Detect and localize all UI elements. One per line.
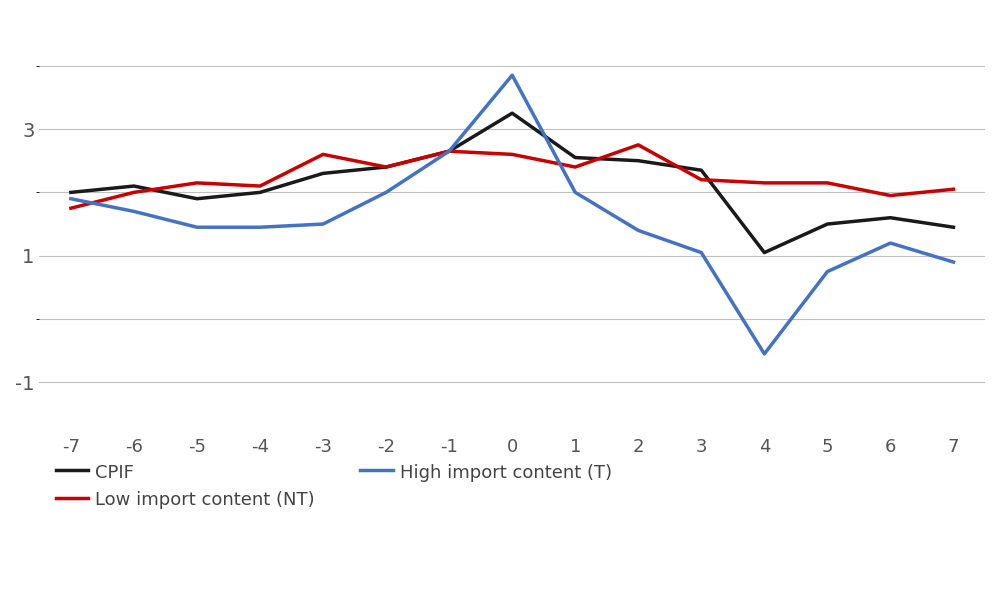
- High import content (T): [65, 195, 77, 203]
- High import content (T): [947, 258, 959, 266]
- Line: Low import content (NT): Low import content (NT): [71, 145, 953, 208]
- Line: High import content (T): High import content (T): [71, 75, 953, 354]
- High import content (T): [254, 224, 266, 231]
- Low import content (NT): [254, 183, 266, 190]
- Low import content (NT): [632, 141, 644, 148]
- High import content (T): [884, 239, 896, 246]
- CPIF: [317, 169, 329, 177]
- Low import content (NT): [506, 151, 518, 158]
- High import content (T): [317, 221, 329, 228]
- CPIF: [569, 154, 581, 161]
- High import content (T): [758, 350, 770, 358]
- High import content (T): [632, 227, 644, 234]
- CPIF: [380, 163, 392, 171]
- CPIF: [632, 157, 644, 164]
- Low import content (NT): [884, 192, 896, 199]
- Low import content (NT): [317, 151, 329, 158]
- CPIF: [254, 189, 266, 196]
- High import content (T): [569, 189, 581, 196]
- Low import content (NT): [380, 163, 392, 171]
- Low import content (NT): [821, 179, 833, 186]
- Low import content (NT): [443, 148, 455, 155]
- High import content (T): [128, 208, 140, 215]
- CPIF: [506, 109, 518, 117]
- Low import content (NT): [569, 163, 581, 171]
- Low import content (NT): [695, 176, 707, 183]
- High import content (T): [506, 72, 518, 79]
- CPIF: [884, 214, 896, 221]
- Low import content (NT): [947, 186, 959, 193]
- CPIF: [758, 249, 770, 256]
- CPIF: [65, 189, 77, 196]
- CPIF: [128, 183, 140, 190]
- High import content (T): [191, 224, 203, 231]
- Legend: CPIF, Low import content (NT), High import content (T): CPIF, Low import content (NT), High impo…: [48, 456, 619, 516]
- CPIF: [821, 221, 833, 228]
- Line: CPIF: CPIF: [71, 113, 953, 252]
- High import content (T): [443, 148, 455, 155]
- Low import content (NT): [65, 204, 77, 212]
- CPIF: [947, 224, 959, 231]
- High import content (T): [380, 189, 392, 196]
- High import content (T): [695, 249, 707, 256]
- High import content (T): [821, 268, 833, 275]
- Low import content (NT): [191, 179, 203, 186]
- CPIF: [443, 148, 455, 155]
- CPIF: [695, 166, 707, 174]
- Low import content (NT): [758, 179, 770, 186]
- CPIF: [191, 195, 203, 203]
- Low import content (NT): [128, 189, 140, 196]
